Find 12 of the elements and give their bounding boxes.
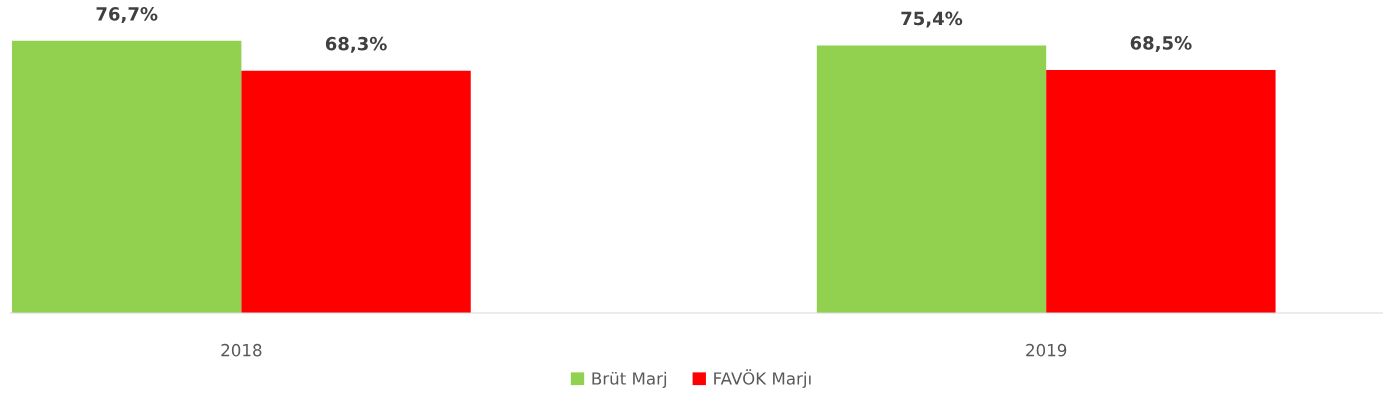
data-label: 75,4% [901, 11, 963, 28]
legend-label: Brüt Marj [592, 371, 667, 388]
data-label: 68,5% [1130, 36, 1192, 53]
legend-label: FAVÖK Marjı [714, 369, 811, 388]
data-label: 76,7% [96, 7, 158, 23]
bar [12, 40, 242, 313]
bar [241, 70, 471, 313]
bar [1046, 69, 1276, 313]
x-tick-label: 2019 [1026, 343, 1067, 357]
data-label: 68,3% [325, 36, 387, 53]
x-tick-label: 2018 [221, 343, 262, 357]
bar [816, 45, 1047, 313]
